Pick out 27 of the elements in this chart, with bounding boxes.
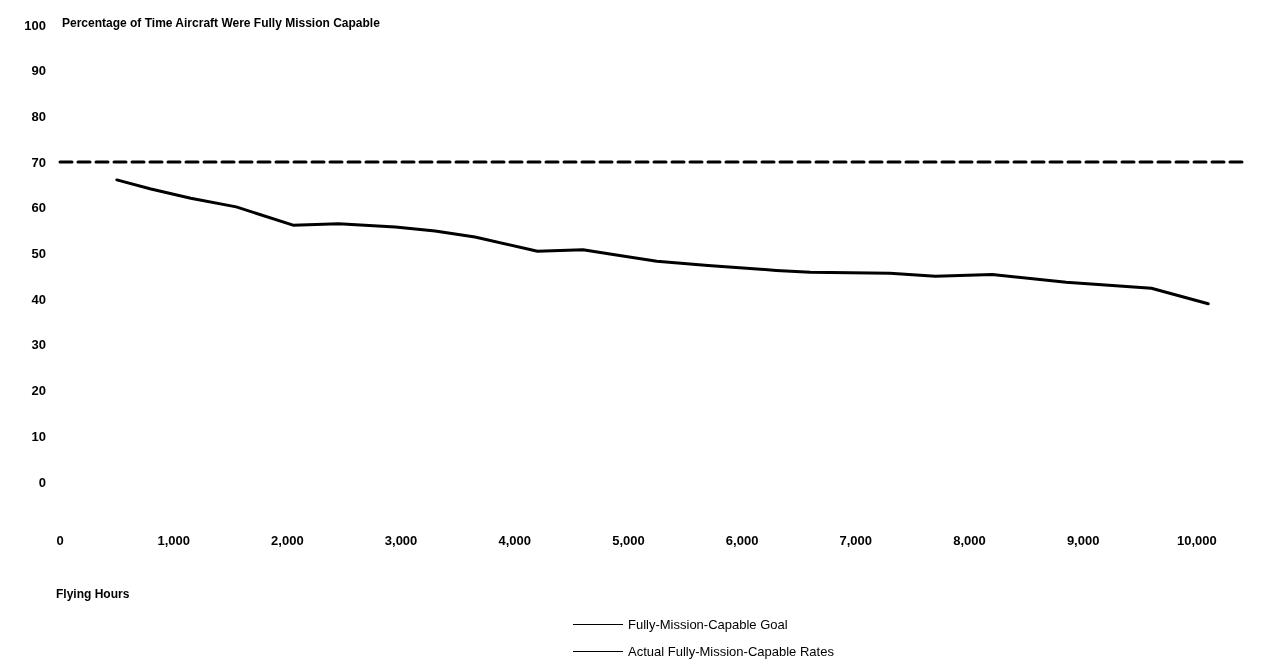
x-tick-label: 10,000	[1176, 533, 1217, 548]
x-tick-label: 6,000	[725, 533, 759, 548]
x-tick-label: 1,000	[157, 533, 190, 548]
x-tick-label: 4,000	[498, 533, 532, 548]
x-tick-label: 5,000	[612, 533, 645, 548]
x-axis-title: Flying Hours	[56, 587, 130, 601]
y-tick-label: 50	[31, 246, 46, 261]
x-tick-label: 3,000	[384, 533, 418, 548]
y-tick-label: 90	[31, 63, 46, 79]
y-tick-label: 80	[31, 108, 46, 124]
legend-label: Fully-Mission-Capable Goal	[628, 617, 788, 632]
x-tick-label: 0	[56, 533, 64, 548]
y-tick-label: 10	[31, 428, 46, 444]
y-tick-label: 60	[31, 200, 46, 216]
legend-label: Actual Fully-Mission-Capable Rates	[628, 644, 835, 659]
x-tick-label: 2,000	[271, 533, 304, 548]
y-tick-label: 70	[31, 154, 46, 170]
y-tick-label: 30	[31, 337, 46, 353]
x-tick-label: 8,000	[953, 533, 986, 548]
y-tick-label: 100	[24, 17, 46, 33]
y-tick-label: 40	[31, 291, 46, 307]
x-tick-label: 7,000	[839, 533, 873, 548]
y-axis-title: Percentage of Time Aircraft Were Fully Mission Capable	[62, 16, 381, 30]
x-tick-label: 9,000	[1066, 533, 1100, 548]
y-tick-label: 0	[38, 474, 46, 490]
y-tick-label: 20	[31, 383, 46, 399]
line-series	[115, 178, 1210, 306]
